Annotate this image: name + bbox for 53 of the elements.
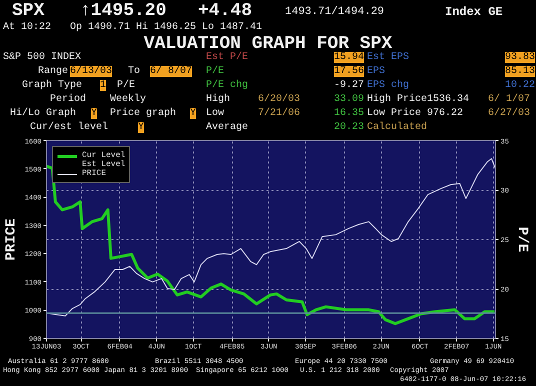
text: ↑1495.20: [80, 1, 166, 22]
text: 16.35: [334, 108, 364, 119]
text: Y: [190, 108, 196, 119]
text: Op 1490.71 Hi 1496.25 Lo 1487.41: [70, 22, 262, 33]
text: 93.83: [504, 52, 535, 63]
text: SPX: [12, 1, 44, 22]
text: P/E: [117, 80, 136, 91]
text: At 10:22: [3, 22, 52, 33]
text: 6/ 8/07: [150, 66, 192, 77]
y2-axis-title: P/E: [514, 226, 530, 252]
text: 6/20/03: [258, 94, 300, 105]
text: +4.48: [198, 1, 252, 22]
text: EPS chg: [367, 80, 410, 91]
legend-label: Cur Level: [82, 151, 126, 160]
text: Est P/E: [206, 52, 248, 63]
text: EPS: [367, 66, 386, 77]
text: 85.13: [504, 66, 535, 77]
text: S&P 500 INDEX: [3, 52, 82, 63]
text: 6/ 1/07: [488, 94, 530, 105]
text: To: [128, 66, 140, 77]
text: Graph Type: [22, 80, 82, 91]
text: 6/27/03: [488, 108, 530, 119]
text: Range: [38, 66, 68, 77]
legend-label: PRICE: [82, 169, 106, 178]
text: 10.22: [504, 80, 535, 91]
text: Cur/est level: [30, 122, 108, 133]
text: Price graph: [110, 108, 176, 119]
text: 1493.71/1494.29: [285, 6, 384, 18]
text: High: [206, 94, 230, 105]
annotation: Est Level: [82, 160, 126, 169]
text: Hi/Lo Graph: [10, 108, 76, 119]
text: Y: [91, 108, 98, 119]
text: Calculated: [367, 122, 428, 133]
text: Average: [206, 122, 248, 133]
text: Est EPS: [367, 52, 410, 63]
text: 33.09: [334, 94, 364, 105]
text: Low: [206, 108, 224, 119]
text: 6/13/03: [70, 66, 112, 77]
text: Low Price 976.22: [367, 108, 464, 119]
text: P/E: [206, 66, 224, 77]
text: 17.56: [334, 66, 364, 77]
text: Period: [50, 94, 86, 105]
text: 1: [100, 80, 106, 91]
text: P/E chg: [206, 80, 248, 91]
text: 7/21/06: [258, 108, 300, 119]
text: 15.94: [334, 52, 364, 63]
text: Index GE: [445, 5, 503, 20]
text: -9.27: [334, 80, 364, 91]
text: Weekly: [110, 94, 146, 105]
text: 20.23: [334, 122, 364, 133]
y-axis-title: PRICE: [4, 218, 20, 261]
text: High Price1536.34: [367, 94, 470, 105]
text: Y: [138, 122, 144, 133]
